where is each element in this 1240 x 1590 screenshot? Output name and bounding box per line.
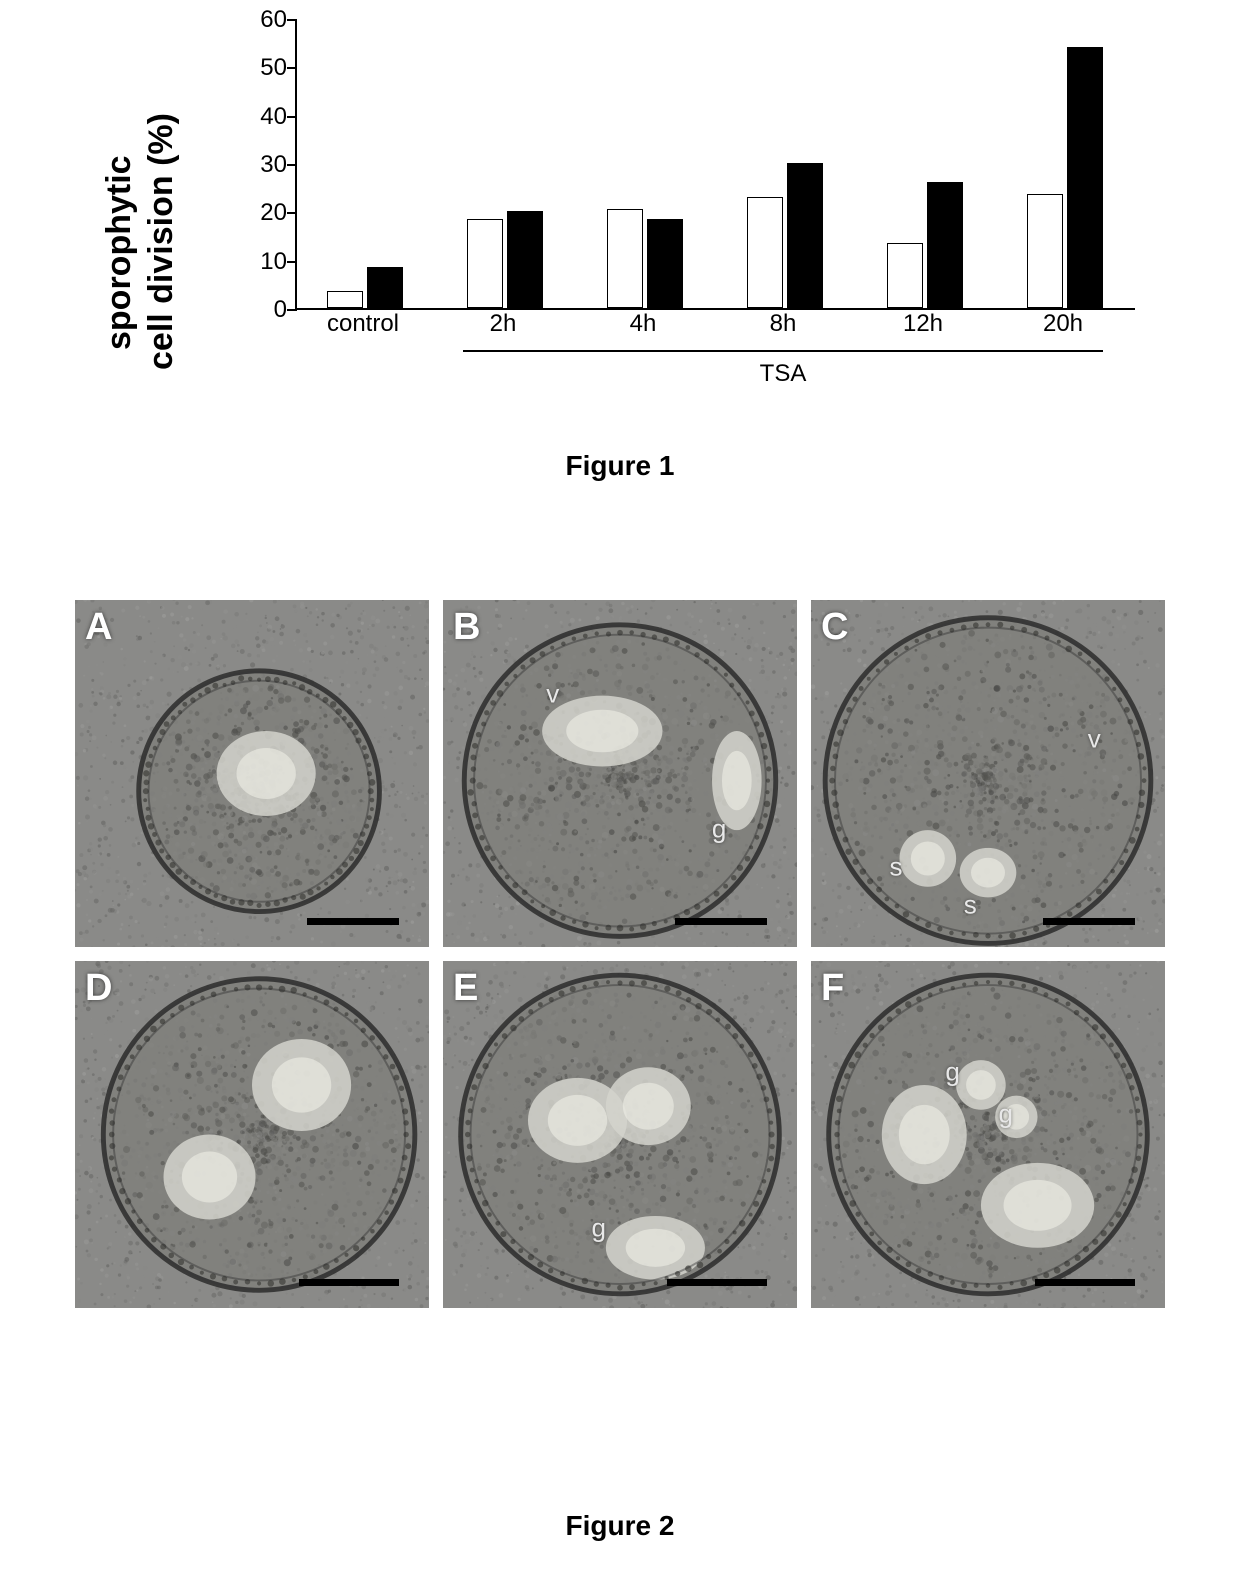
bar-white [1027, 194, 1063, 308]
panel-letter: F [821, 967, 844, 1010]
tsa-group-line [463, 350, 1103, 352]
figure-2: A Bv g Cv s s [75, 600, 1165, 1308]
y-axis-label-line1: sporophytic [100, 155, 139, 350]
y-tick [287, 212, 297, 214]
scale-bar [675, 918, 767, 925]
x-tick-label: 4h [630, 310, 657, 338]
scale-bar [667, 1279, 767, 1286]
panel-letter: E [453, 967, 478, 1010]
panel-letter: C [821, 606, 848, 649]
y-tick [287, 19, 297, 21]
bar-black [507, 211, 543, 308]
y-tick [287, 116, 297, 118]
micrograph-panel: Bv g [443, 600, 797, 947]
y-tick-label: 20 [247, 199, 287, 227]
figure-2-caption: Figure 2 [0, 1510, 1240, 1542]
tsa-group-label: TSA [760, 360, 807, 388]
y-axis-label-line2: cell division (%) [142, 113, 181, 370]
micrograph-panel: A [75, 600, 429, 947]
figure-1-caption: Figure 1 [0, 450, 1240, 482]
y-tick-label: 60 [247, 6, 287, 34]
micrograph-annotation: v [546, 678, 559, 709]
panel-letter: B [453, 606, 480, 649]
y-tick-label: 30 [247, 151, 287, 179]
y-tick [287, 261, 297, 263]
micrograph-annotation: g [592, 1213, 606, 1244]
bar-black [647, 219, 683, 308]
x-tick-label: 8h [770, 310, 797, 338]
y-tick [287, 309, 297, 311]
bar-black [927, 182, 963, 308]
micrograph-annotation: g [998, 1098, 1012, 1129]
x-tick-label: control [327, 310, 399, 338]
micrograph-annotation: g [945, 1057, 959, 1088]
micrograph-grid: A Bv g Cv s s [75, 600, 1165, 1308]
micrograph-annotation: v [1088, 723, 1101, 754]
panel-letter: A [85, 606, 112, 649]
micrograph-panel: Fg g [811, 961, 1165, 1308]
micrograph-panel: Eg [443, 961, 797, 1308]
bar-white [467, 219, 503, 308]
y-tick [287, 67, 297, 69]
x-tick-label: 2h [490, 310, 517, 338]
y-tick [287, 164, 297, 166]
y-axis-label-group: sporophytic cell division (%) [90, 40, 130, 360]
bar-black [1067, 47, 1103, 308]
x-tick-label: 20h [1043, 310, 1083, 338]
scale-bar [299, 1279, 399, 1286]
scale-bar [307, 918, 399, 925]
micrograph-panel: Cv s s [811, 600, 1165, 947]
panel-letter: D [85, 967, 112, 1010]
micrograph-annotation: g [712, 814, 726, 845]
y-tick-label: 10 [247, 248, 287, 276]
bar-white [887, 243, 923, 308]
y-tick-label: 0 [247, 296, 287, 324]
y-tick-label: 50 [247, 54, 287, 82]
micrograph-annotation: s [964, 890, 977, 921]
bar-white [327, 291, 363, 308]
bar-chart-plot: 0102030405060 [295, 20, 1135, 310]
bar-black [367, 267, 403, 308]
x-tick-label: 12h [903, 310, 943, 338]
y-tick-label: 40 [247, 103, 287, 131]
scale-bar [1035, 1279, 1135, 1286]
bar-black [787, 163, 823, 308]
bar-white [607, 209, 643, 308]
micrograph-annotation: s [889, 852, 902, 883]
micrograph-panel: D [75, 961, 429, 1308]
scale-bar [1043, 918, 1135, 925]
bar-white [747, 197, 783, 308]
figure-1: sporophytic cell division (%) 0102030405… [70, 10, 1150, 410]
